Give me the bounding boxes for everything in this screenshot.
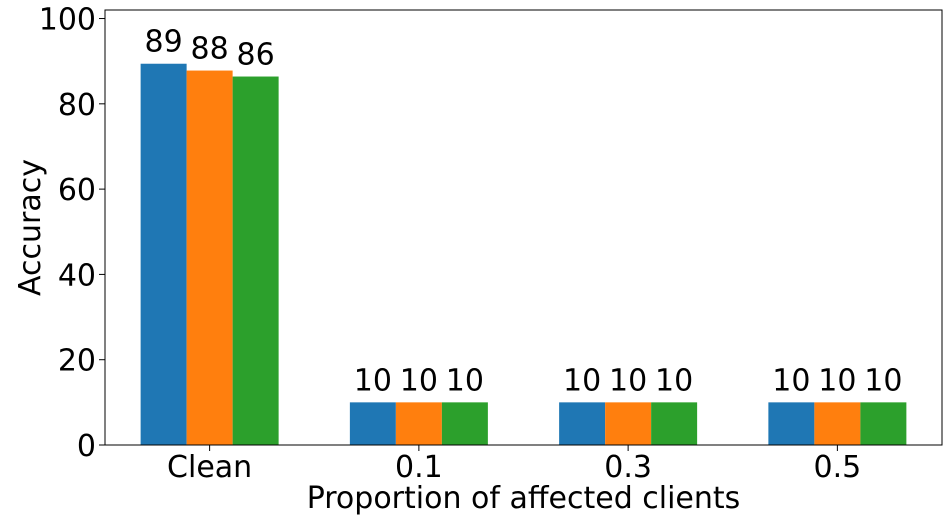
- bar-3-0: [768, 402, 815, 445]
- bar-2-1: [605, 402, 652, 445]
- bar-value-label: 10: [446, 363, 484, 398]
- bar-0-2: [232, 76, 279, 445]
- x-axis-label: Proportion of affected clients: [307, 481, 741, 516]
- bar-2-2: [651, 402, 698, 445]
- x-tick-label: 0.5: [814, 450, 862, 485]
- bar-value-label: 88: [191, 32, 229, 67]
- bar-value-label: 10: [563, 363, 601, 398]
- y-tick-label: 60: [58, 173, 96, 208]
- bar-value-label: 10: [400, 363, 438, 398]
- bar-value-label: 86: [237, 38, 275, 73]
- bar-0-1: [186, 70, 233, 445]
- y-tick-label: 100: [39, 3, 96, 38]
- bar-1-0: [349, 402, 396, 445]
- x-tick-label: 0.1: [395, 450, 443, 485]
- y-tick-label: 0: [77, 429, 96, 464]
- bar-value-label: 10: [609, 363, 647, 398]
- plot-frame: [104, 9, 943, 446]
- bar-1-2: [441, 402, 488, 445]
- y-tick-label: 40: [58, 258, 96, 293]
- bar-value-label: 89: [145, 25, 183, 60]
- y-axis-ticks: 0 20 40 60 80 100: [39, 3, 105, 464]
- y-tick-label: 80: [58, 88, 96, 123]
- x-tick-label: 0.3: [604, 450, 652, 485]
- x-axis-ticks: Clean 0.1 0.3 0.5: [167, 445, 861, 485]
- x-tick-label: Clean: [167, 450, 252, 485]
- bar-value-label: 10: [864, 363, 902, 398]
- bar-1-1: [395, 402, 442, 445]
- bar-2-0: [559, 402, 606, 445]
- y-axis-label: Accuracy: [13, 159, 48, 296]
- bar-value-label: 10: [655, 363, 693, 398]
- bar-3-2: [860, 402, 907, 445]
- bar-value-label: 10: [818, 363, 856, 398]
- bars-layer: [140, 63, 907, 446]
- y-tick-label: 20: [58, 344, 96, 379]
- bar-0-0: [140, 63, 187, 446]
- bar-3-1: [814, 402, 861, 445]
- bar-value-label: 10: [772, 363, 810, 398]
- bar-value-label: 10: [354, 363, 392, 398]
